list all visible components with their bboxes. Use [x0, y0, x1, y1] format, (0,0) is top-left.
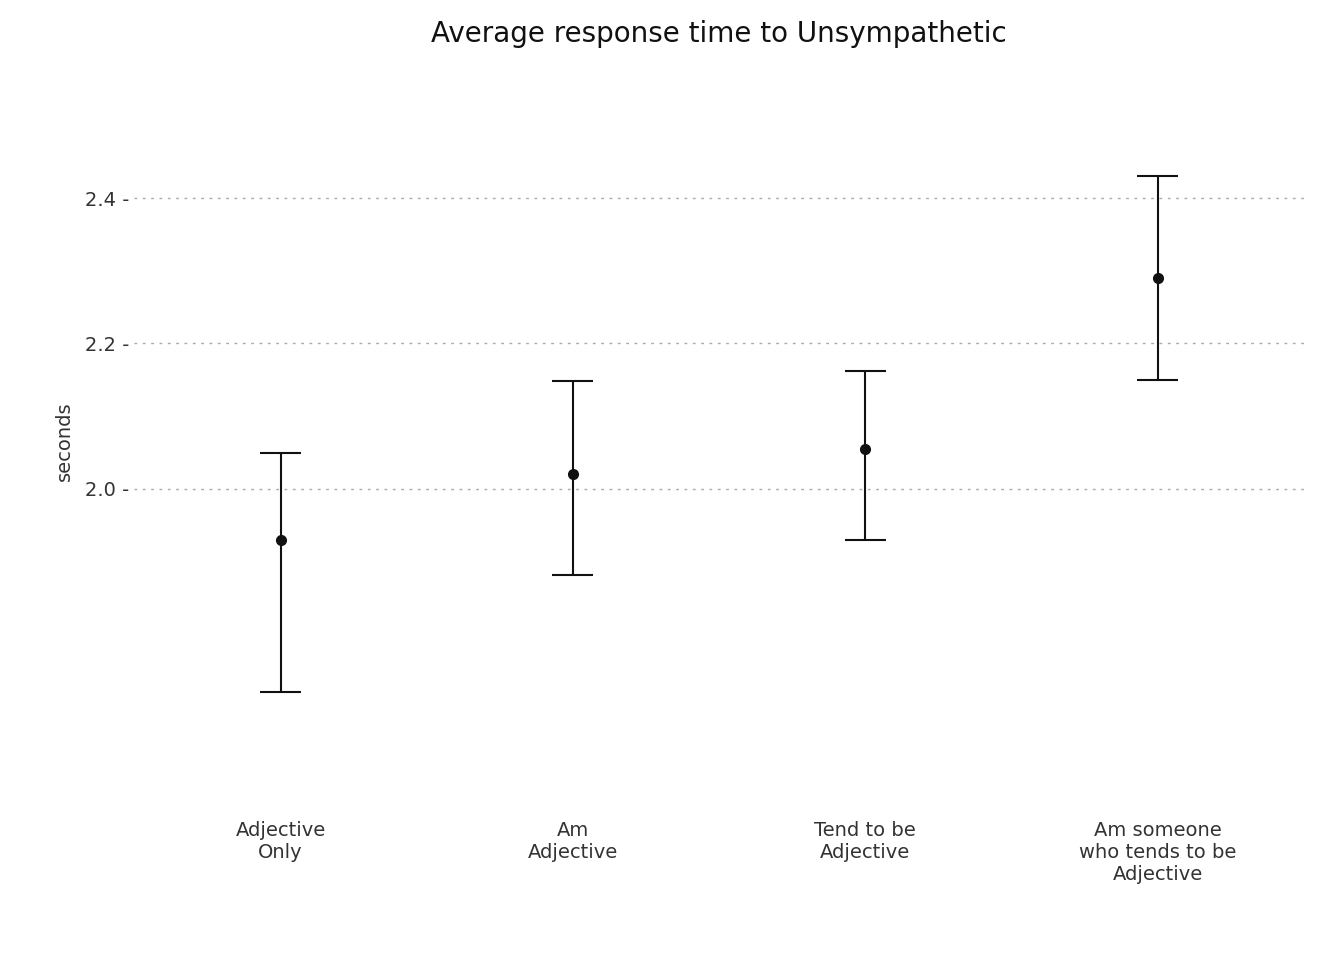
Title: Average response time to Unsympathetic: Average response time to Unsympathetic [431, 20, 1007, 48]
Y-axis label: seconds: seconds [55, 402, 74, 481]
